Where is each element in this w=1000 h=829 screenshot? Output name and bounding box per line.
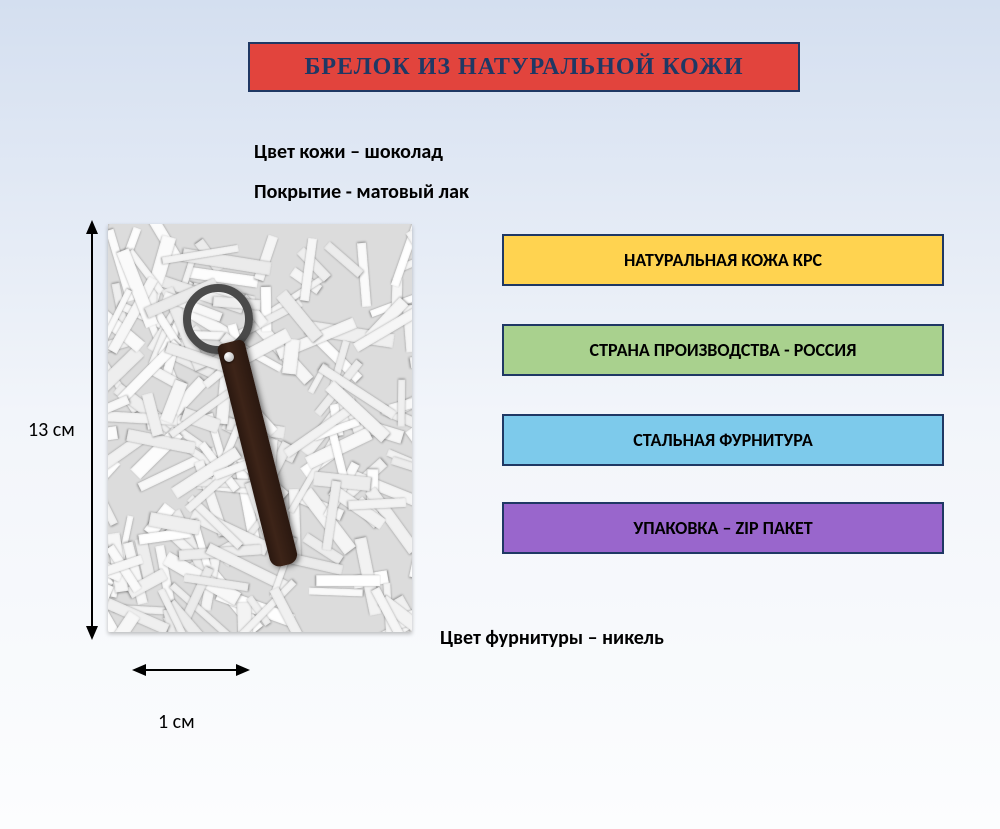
- product-photo: [108, 224, 412, 632]
- width-label: 1 см: [158, 710, 195, 734]
- height-label: 13 см: [28, 418, 75, 442]
- photo-background: [108, 224, 412, 632]
- feature-packaging: УПАКОВКА – ZIP ПАКЕТ: [502, 502, 944, 554]
- hardware-color-text: Цвет фурнитуры – никель: [440, 626, 664, 650]
- feature-country: СТРАНА ПРОИЗВОДСТВА - РОССИЯ: [502, 324, 944, 376]
- feature-hardware: СТАЛЬНАЯ ФУРНИТУРА: [502, 414, 944, 466]
- leather-color-text: Цвет кожи – шоколад: [254, 140, 443, 164]
- title-box: БРЕЛОК ИЗ НАТУРАЛЬНОЙ КОЖИ: [248, 42, 800, 92]
- horizontal-dimension-arrow: [132, 660, 250, 680]
- feature-leather: НАТУРАЛЬНАЯ КОЖА КРС: [502, 234, 944, 286]
- vertical-dimension-arrow: [82, 220, 102, 640]
- strap-rivet: [224, 352, 234, 362]
- coating-text: Покрытие - матовый лак: [254, 180, 469, 204]
- title-text: БРЕЛОК ИЗ НАТУРАЛЬНОЙ КОЖИ: [305, 54, 744, 81]
